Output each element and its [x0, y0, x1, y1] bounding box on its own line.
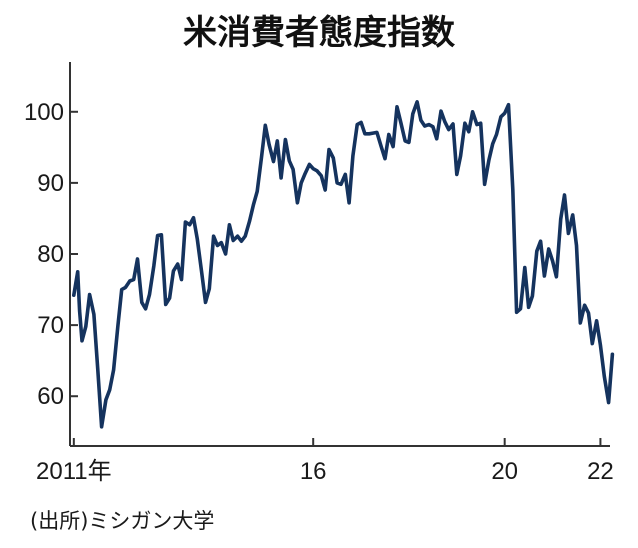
y-tick-label: 80: [37, 241, 64, 268]
chart-axes: 60 70 80 90 100 2011年 16 20 22: [24, 62, 614, 485]
y-tick-label: 60: [37, 383, 64, 410]
x-tick-label: 16: [300, 458, 327, 485]
series-line: [72, 100, 615, 429]
y-tick-label: 100: [24, 99, 64, 126]
y-tick-label: 90: [37, 170, 64, 197]
x-tick-label: 22: [587, 458, 614, 485]
y-tick-label: 70: [37, 312, 64, 339]
series-layer: [72, 100, 615, 429]
chart-source: (出所)ミシガン大学: [30, 509, 214, 533]
chart-title: 米消費者態度指数: [183, 13, 455, 53]
x-tick-label: 2011年: [36, 458, 112, 485]
x-tick-label: 20: [491, 458, 518, 485]
